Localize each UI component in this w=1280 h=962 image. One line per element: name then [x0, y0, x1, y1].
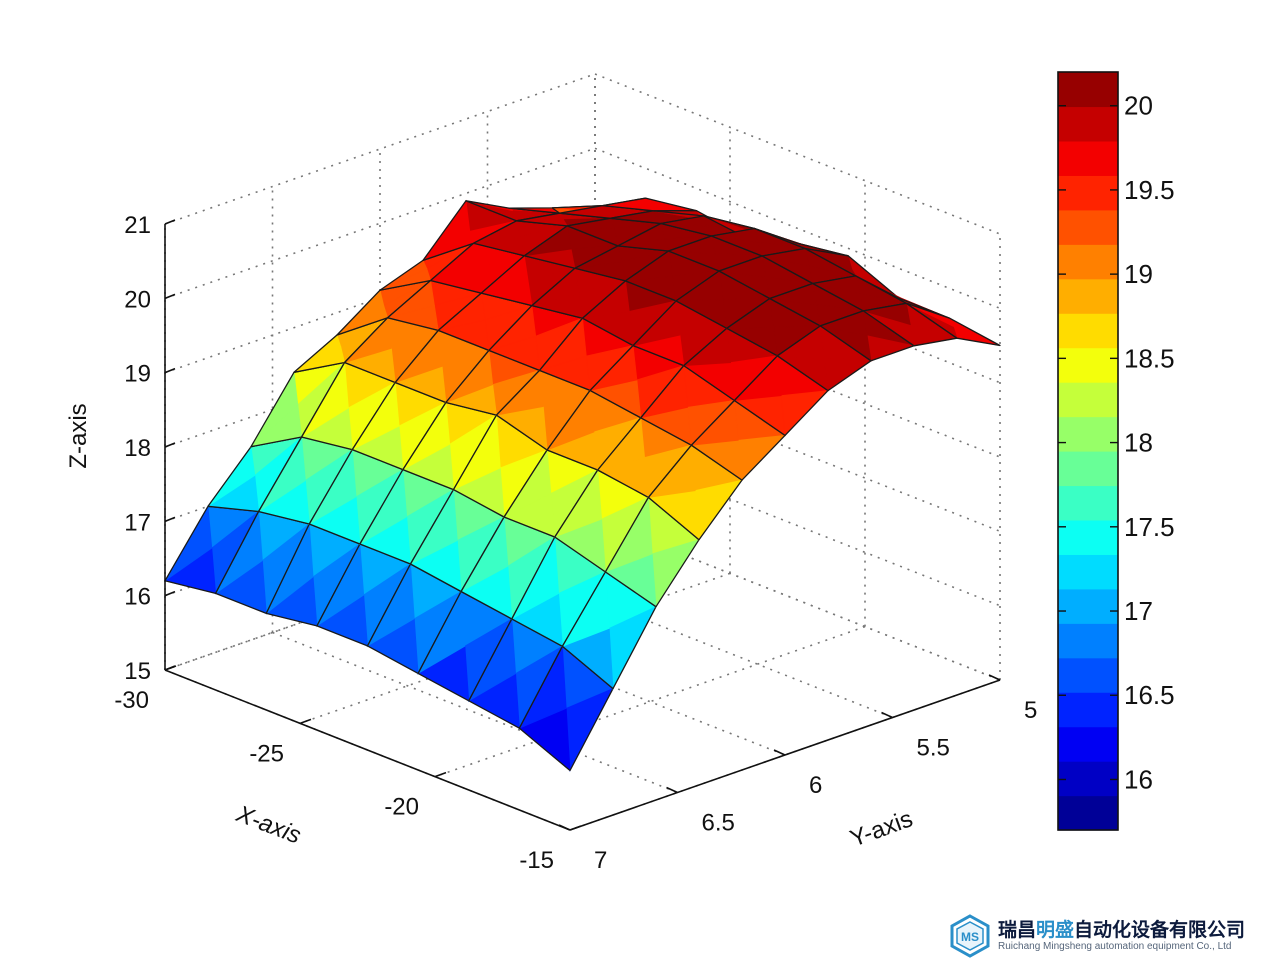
colorbar-band [1058, 382, 1118, 418]
x-tick-label: -30 [114, 687, 149, 714]
grid-line [594, 147, 1001, 310]
y-axis-label: Y-axis [847, 805, 917, 852]
x-tick-mark [299, 718, 312, 725]
colorbar: 16 16.5 17 17.5 18 18.5 19 19.5 20 [1057, 71, 1175, 831]
x-axis-label: X-axis [232, 800, 305, 849]
z-tick-mark [164, 516, 176, 523]
grid-line [272, 631, 678, 794]
z-tick-label: 15 [124, 658, 151, 685]
colorbar-band [1058, 140, 1118, 176]
company-name-en: Ruichang Mingsheng automation equipment … [998, 941, 1232, 952]
colorbar-frame [1057, 71, 1119, 831]
company-name-cn-highlight: 明盛 [1036, 919, 1075, 941]
colorbar-band [1058, 623, 1118, 659]
z-tick-mark [164, 367, 176, 374]
y-tick-label: 7 [594, 847, 607, 874]
colorbar-tick-label: 19 [1124, 259, 1153, 289]
colorbar-tick-label: 19.5 [1124, 175, 1175, 205]
colorbar-band [1058, 313, 1118, 349]
colorbar-band [1058, 209, 1118, 245]
z-tick-mark [164, 590, 176, 597]
colorbar-band [1058, 657, 1118, 693]
colorbar-band [1058, 519, 1118, 555]
x-tick-mark [164, 665, 177, 671]
y-tick-mark [666, 786, 678, 794]
z-tick-mark [164, 442, 176, 448]
colorbar-band [1058, 244, 1118, 280]
z-tick-mark [164, 293, 176, 300]
z-tick-label: 17 [124, 509, 151, 536]
z-tick-label: 18 [124, 435, 151, 462]
colorbar-tick-label: 17.5 [1124, 512, 1175, 542]
z-tick-label: 20 [124, 286, 151, 313]
x-tick-label: -25 [249, 740, 284, 767]
company-name: 瑞昌明盛自动化设备有限公司 Ruichang Mingsheng automat… [998, 919, 1245, 953]
svg-text:MS: MS [961, 930, 979, 944]
colorbar-band [1058, 795, 1118, 831]
x-tick-mark [569, 825, 582, 831]
y-tick-mark [773, 749, 786, 756]
y-tick-label: 5.5 [917, 735, 950, 762]
x-tick-label: -15 [519, 847, 554, 874]
colorbar-band [1058, 416, 1118, 452]
colorbar-tick-label: 17 [1124, 596, 1153, 626]
y-tick-mark [881, 711, 893, 719]
colorbar-band [1058, 72, 1118, 108]
x-tick-label: -20 [384, 794, 419, 821]
y-tick-label: 6 [809, 772, 822, 799]
colorbar-band [1058, 588, 1118, 624]
x-tick-mark [434, 771, 447, 778]
z-tick-label: 21 [124, 212, 151, 239]
z-tick-mark [164, 219, 176, 225]
colorbar-tick-label: 20 [1124, 91, 1153, 121]
colorbar-band [1058, 451, 1118, 487]
colorbar-tick-label: 18 [1124, 428, 1153, 458]
colorbar-band [1058, 347, 1118, 383]
y-tick-label: 5 [1024, 697, 1037, 724]
company-name-cn-part2: 自动化设备有限公司 [1074, 919, 1246, 941]
surface [164, 197, 1001, 772]
colorbar-tick-label: 16 [1124, 764, 1153, 794]
y-tick-mark [558, 824, 571, 831]
colorbar-band [1058, 175, 1118, 211]
surface-mesh-cell [905, 302, 1001, 347]
colorbar-band [1058, 485, 1118, 521]
z-tick-label: 16 [124, 584, 151, 611]
y-tick-mark [988, 674, 1001, 681]
colorbar-band [1058, 726, 1118, 762]
colorbar-band [1058, 692, 1118, 728]
y-tick-label: 6.5 [702, 810, 735, 837]
z-tick-label: 19 [124, 361, 151, 388]
grid-line [594, 73, 1001, 235]
surface-facet [602, 197, 651, 207]
surface-facet [952, 325, 1001, 346]
colorbar-tick-label: 16.5 [1124, 680, 1175, 710]
company-watermark: MS 瑞昌明盛自动化设备有限公司 Ruichang Mingsheng auto… [948, 910, 1280, 962]
company-name-cn-part1: 瑞昌 [998, 919, 1037, 941]
company-logo-icon: MS [950, 914, 990, 958]
z-axis-label: Z-axis [65, 403, 92, 468]
colorbar-band [1058, 554, 1118, 590]
surface-facet [823, 357, 873, 392]
company-name-cn: 瑞昌明盛自动化设备有限公司 [998, 919, 1245, 941]
x-axis-line [164, 669, 571, 831]
colorbar-band [1058, 278, 1118, 314]
colorbar-band [1058, 106, 1118, 142]
colorbar-band [1058, 761, 1118, 797]
colorbar-tick-label: 18.5 [1124, 343, 1175, 373]
